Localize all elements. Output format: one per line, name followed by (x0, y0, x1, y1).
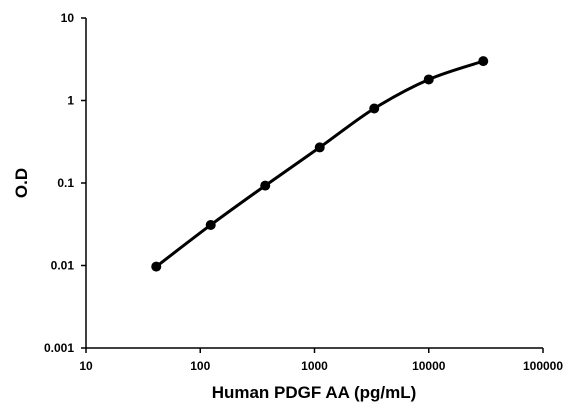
data-point (423, 74, 434, 85)
y-axis-title: O.D (12, 168, 31, 198)
data-point (151, 261, 162, 272)
x-tick-label: 10000 (412, 359, 446, 373)
x-tick-label: 10 (79, 359, 93, 373)
data-points (151, 56, 489, 272)
y-tick-label: 0.01 (51, 259, 75, 273)
x-tick-label: 100 (190, 359, 210, 373)
y-tick-label: 0.001 (44, 341, 74, 355)
data-point (369, 103, 380, 114)
data-point (478, 56, 489, 67)
standard-curve-line (155, 59, 484, 268)
x-tick-label: 1000 (301, 359, 328, 373)
x-tick-label: 100000 (523, 359, 563, 373)
data-point (205, 219, 216, 230)
data-point (260, 180, 271, 191)
data-point (314, 142, 325, 153)
y-tick-label: 1 (67, 94, 74, 108)
y-tick-label: 10 (61, 11, 75, 25)
axes: 0.001 0.01 0.1 1 10 10 100 1000 10000 100000 (44, 11, 563, 373)
curve-layer (155, 59, 484, 268)
y-tick-label: 0.1 (57, 176, 74, 190)
x-axis-title: Human PDGF AA (pg/mL) (212, 383, 417, 402)
